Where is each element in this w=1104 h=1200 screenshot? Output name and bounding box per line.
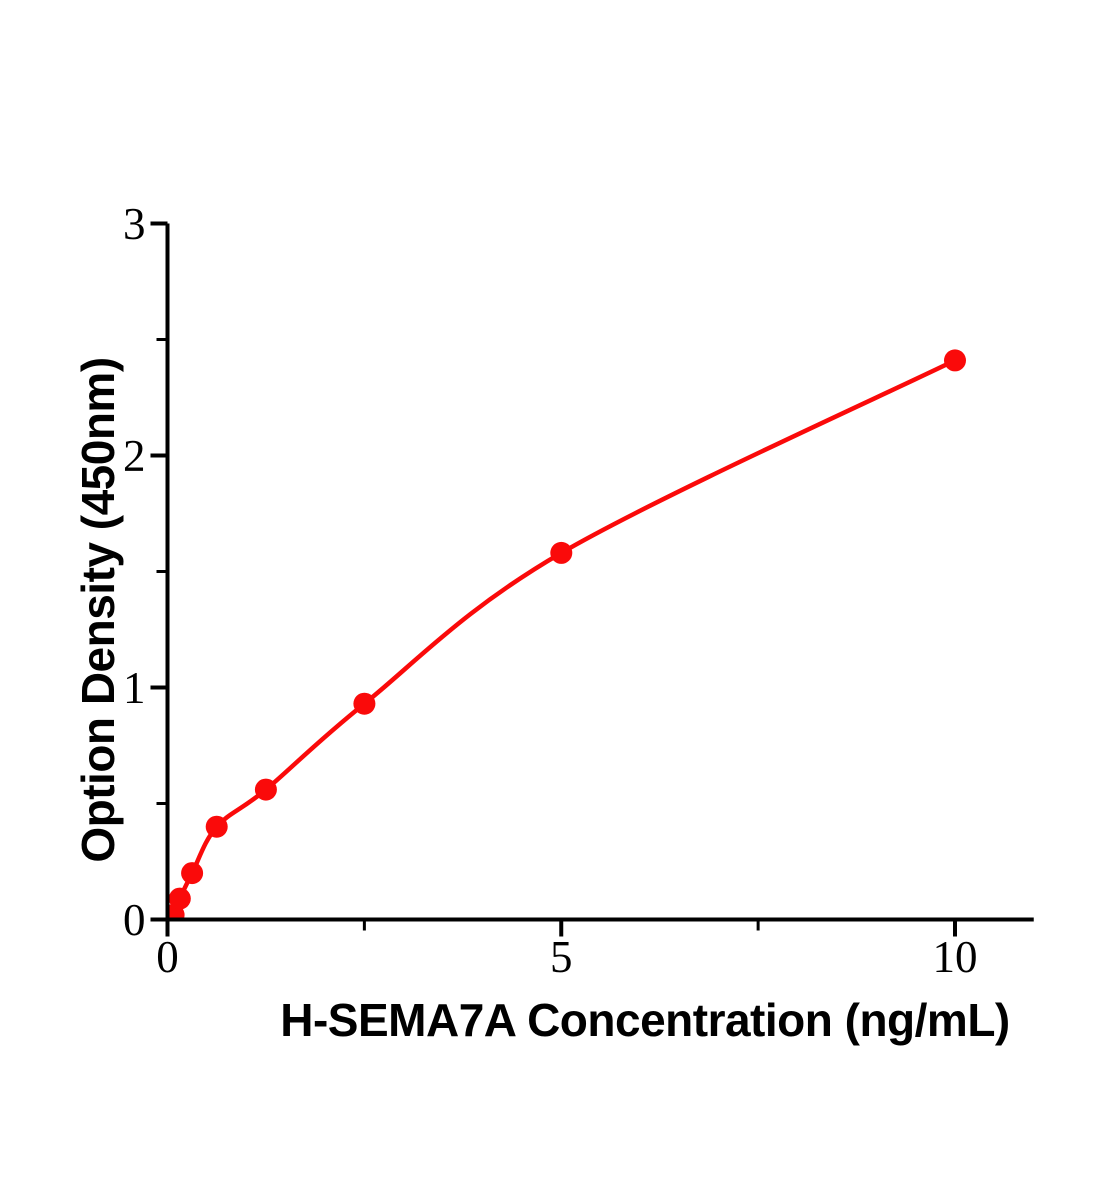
x-tick-label-5: 5	[550, 932, 573, 982]
data-point-2	[181, 862, 204, 885]
y-tick-label-3: 3	[123, 199, 146, 249]
y-tick-label-1: 1	[123, 663, 146, 713]
y-axis-title: Option Density (450nm)	[72, 357, 124, 862]
x-tick-label-10: 10	[933, 932, 978, 982]
fitted-curve	[171, 358, 956, 916]
data-layer	[167, 349, 966, 920]
y-tick-label-0: 0	[123, 895, 146, 945]
x-axis-title: H-SEMA7A Concentration (ng/mL)	[280, 994, 1010, 1046]
data-point-5	[353, 692, 376, 715]
data-point-3	[205, 815, 228, 838]
tick-marks	[150, 221, 957, 937]
axis-lines	[165, 223, 1034, 922]
data-point-7	[944, 349, 966, 372]
data-point-1	[168, 887, 191, 910]
y-tick-label-2: 2	[123, 431, 146, 481]
data-point-4	[254, 778, 277, 801]
x-tick-label-0: 0	[156, 932, 179, 982]
data-point-6	[550, 541, 573, 564]
